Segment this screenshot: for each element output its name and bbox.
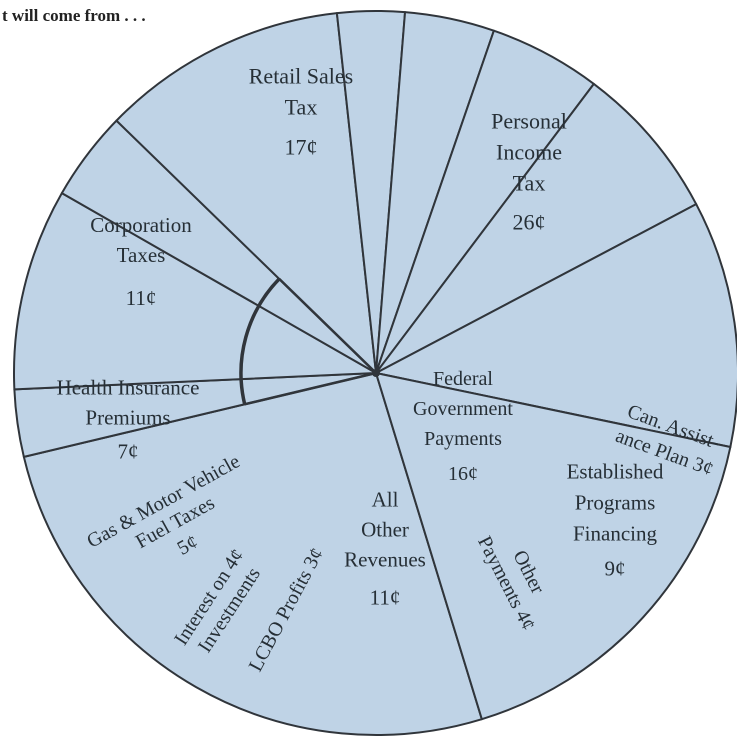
slice-value-label: 16¢ (448, 463, 478, 485)
pie-slice-all-other-revenues (115, 12, 377, 374)
slice-label-line: Retail Sales (249, 63, 353, 88)
slice-label-line: Federal (433, 368, 493, 390)
slice-label-line: Tax (513, 170, 546, 195)
slice-label-line: Personal (491, 108, 567, 133)
slice-label-line: Financing (573, 521, 657, 545)
slice-label-line: Corporation (90, 213, 192, 237)
slice-label-line: Tax (285, 94, 318, 119)
slice-label-line: Taxes (117, 243, 166, 267)
chart-title: t will come from . . . (2, 6, 146, 25)
slice-value-label: 11¢ (370, 586, 401, 610)
slice-label-health-insurance-premiums: Health Insurance Premiums 7¢ (57, 376, 200, 464)
pie-slice-personal-income-tax (22, 372, 483, 736)
slice-label-established-programs-financing: Established Programs Financing 9¢ (567, 459, 664, 580)
slice-label-line: Income (496, 139, 562, 164)
slice-label-line: All (372, 488, 399, 512)
slice-label-personal-income-tax: Personal Income Tax 26¢ (491, 108, 567, 234)
slice-label-line: Payments (424, 428, 502, 450)
slice-label-federal-government-payments: Federal Government Payments 16¢ (413, 368, 513, 485)
slice-value-label: 26¢ (513, 209, 546, 234)
pie-slice-corporation-taxes (375, 203, 737, 449)
slice-label-line: Established (567, 459, 664, 483)
slice-label-line: Health Insurance (57, 376, 200, 400)
slice-label-corporation-taxes: Corporation Taxes 11¢ (90, 213, 192, 310)
pie-center-dot (372, 369, 380, 377)
pie-slice-health-insurance-premiums (375, 82, 698, 374)
slice-label-all-other-revenues: All Other Revenues 11¢ (344, 488, 426, 610)
slice-label-retail-sales-tax: Retail Sales Tax 17¢ (249, 63, 353, 159)
slice-label-line: Other (361, 518, 409, 542)
pie-slice-retail-sales-tax (375, 372, 732, 721)
slice-label-line: Government (413, 398, 513, 420)
group-arc-federal-government-payments (239, 277, 281, 405)
slice-value-label: 7¢ (118, 440, 139, 464)
slice-value-label: 9¢ (605, 556, 626, 580)
slice-value-label: 11¢ (126, 286, 157, 310)
slice-value-label: 17¢ (285, 134, 318, 159)
group-cut-start (244, 371, 377, 406)
slice-label-line: Revenues (344, 548, 426, 572)
slice-label-line: Programs (575, 490, 656, 514)
pie-slice-established-programs-financing (12, 192, 377, 391)
slice-label-line: Premiums (85, 406, 170, 430)
group-cut-end (278, 277, 377, 374)
